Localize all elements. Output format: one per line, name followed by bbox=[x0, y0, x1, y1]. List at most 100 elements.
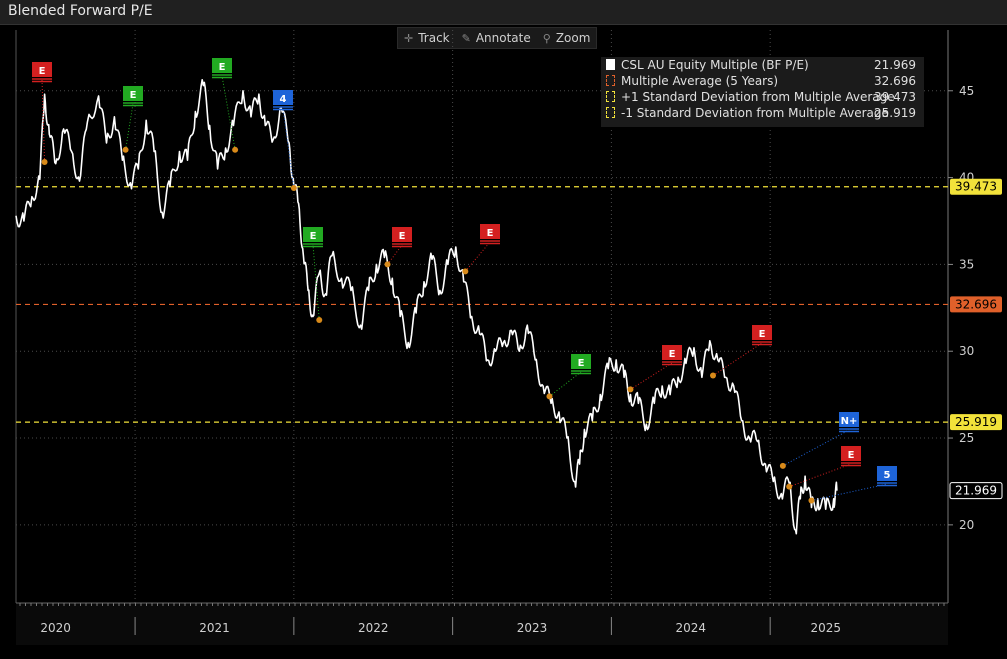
legend-entry-average: Multiple Average (5 Years) 32.696 bbox=[601, 73, 924, 89]
window-title-bar: Blended Forward P/E bbox=[0, 0, 1007, 25]
event-badge bbox=[571, 354, 591, 369]
legend-label: Multiple Average (5 Years) bbox=[621, 74, 779, 88]
y-tick-label: 45 bbox=[959, 84, 974, 98]
chart-toolbar: ✛ Track ✎ Annotate ⚲ Zoom bbox=[397, 27, 598, 49]
reference-value-label: 25.919 bbox=[955, 415, 997, 429]
event-dot bbox=[546, 393, 553, 400]
x-period-label: 2022 bbox=[358, 621, 389, 635]
event-badge-label: 4 bbox=[280, 94, 287, 105]
event-dot bbox=[316, 316, 323, 323]
event-badge bbox=[212, 58, 232, 73]
x-period-label: 2024 bbox=[676, 621, 707, 635]
event-leader bbox=[387, 244, 403, 265]
event-badge-label: E bbox=[39, 66, 46, 77]
track-button[interactable]: ✛ Track bbox=[398, 28, 456, 48]
x-axis-strip bbox=[16, 603, 948, 645]
annotate-button[interactable]: ✎ Annotate bbox=[456, 28, 537, 48]
chart-legend: CSL AU Equity Multiple (BF P/E) 21.969 M… bbox=[601, 57, 924, 127]
y-tick-label: 30 bbox=[959, 344, 974, 358]
last-value-label: 21.969 bbox=[955, 484, 997, 498]
legend-label: -1 Standard Deviation from Multiple Aver… bbox=[621, 106, 889, 120]
legend-entry-minus-sd: -1 Standard Deviation from Multiple Aver… bbox=[601, 105, 924, 121]
legend-label: CSL AU Equity Multiple (BF P/E) bbox=[621, 58, 809, 72]
event-dot bbox=[462, 268, 469, 275]
event-leader bbox=[712, 342, 763, 376]
y-tick-label: 25 bbox=[959, 431, 974, 445]
event-leader bbox=[221, 75, 236, 150]
event-badge-label: E bbox=[669, 349, 676, 360]
reference-value-tag bbox=[950, 296, 1002, 313]
event-badge bbox=[273, 90, 293, 105]
reference-value-tag bbox=[950, 414, 1002, 431]
event-dot bbox=[384, 261, 391, 268]
event-leader bbox=[630, 362, 673, 390]
event-badge-label: E bbox=[219, 62, 226, 73]
reference-value-label: 39.473 bbox=[955, 180, 997, 194]
event-dot bbox=[41, 158, 48, 165]
event-dot bbox=[290, 185, 297, 192]
event-leader bbox=[312, 244, 320, 321]
legend-swatch-minus-sd bbox=[606, 107, 615, 118]
legend-label: +1 Standard Deviation from Multiple Aver… bbox=[621, 90, 895, 104]
x-period-label: 2023 bbox=[517, 621, 548, 635]
event-leader bbox=[782, 429, 850, 467]
event-badge bbox=[303, 227, 323, 242]
event-leader bbox=[125, 103, 134, 150]
event-badge-label: E bbox=[310, 231, 317, 242]
event-dot bbox=[232, 146, 239, 153]
track-label: Track bbox=[418, 31, 450, 45]
reference-value-tag bbox=[950, 178, 1002, 195]
event-leader bbox=[549, 371, 582, 397]
x-period-label: 2020 bbox=[40, 621, 71, 635]
event-badge bbox=[123, 86, 143, 101]
legend-value: 32.696 bbox=[874, 74, 916, 88]
event-badge-label: E bbox=[578, 358, 585, 369]
event-dot bbox=[779, 462, 786, 469]
pencil-icon: ✎ bbox=[461, 31, 471, 45]
event-badge bbox=[841, 446, 861, 461]
event-badge bbox=[480, 224, 500, 239]
legend-entry-plus-sd: +1 Standard Deviation from Multiple Aver… bbox=[601, 89, 924, 105]
legend-value: 21.969 bbox=[874, 58, 916, 72]
annotate-label: Annotate bbox=[475, 31, 531, 45]
last-value-tag bbox=[949, 482, 1003, 500]
legend-value: 39.473 bbox=[874, 90, 916, 104]
event-dot bbox=[808, 497, 815, 504]
crosshair-icon: ✛ bbox=[404, 31, 414, 45]
x-period-label: 2021 bbox=[199, 621, 230, 635]
event-dot bbox=[710, 372, 717, 379]
event-badge-label: E bbox=[848, 450, 855, 461]
event-badge bbox=[392, 227, 412, 242]
event-leader bbox=[282, 107, 295, 189]
event-leader bbox=[464, 241, 491, 272]
event-badge bbox=[32, 62, 52, 77]
legend-swatch-plus-sd bbox=[606, 91, 615, 102]
event-leader bbox=[789, 463, 852, 488]
event-badge-label: 5 bbox=[884, 470, 891, 481]
event-leader bbox=[811, 483, 888, 502]
magnifier-icon: ⚲ bbox=[542, 31, 551, 45]
legend-swatch-multiple bbox=[606, 59, 615, 70]
zoom-button[interactable]: ⚲ Zoom bbox=[537, 28, 597, 48]
event-badge bbox=[662, 345, 682, 360]
legend-value: 25.919 bbox=[874, 106, 916, 120]
event-badge-label: E bbox=[487, 228, 494, 239]
window-title: Blended Forward P/E bbox=[8, 3, 153, 19]
event-badge bbox=[839, 412, 859, 427]
y-tick-label: 20 bbox=[959, 518, 974, 532]
x-period-label: 2025 bbox=[810, 621, 841, 635]
zoom-label: Zoom bbox=[555, 31, 591, 45]
legend-swatch-average bbox=[606, 75, 615, 86]
event-badge-label: E bbox=[130, 90, 137, 101]
event-badge-label: N+ bbox=[841, 416, 858, 427]
series-line bbox=[15, 79, 838, 535]
event-dot bbox=[627, 386, 634, 393]
event-badge bbox=[752, 325, 772, 340]
event-dot bbox=[786, 483, 793, 490]
event-dot bbox=[122, 146, 129, 153]
event-badge-label: E bbox=[399, 231, 406, 242]
event-badge bbox=[877, 466, 897, 481]
reference-value-label: 32.696 bbox=[955, 297, 997, 311]
y-tick-label: 35 bbox=[959, 257, 974, 271]
